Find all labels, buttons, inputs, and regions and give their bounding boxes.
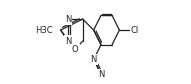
Text: Cl: Cl xyxy=(131,26,139,35)
Text: N: N xyxy=(98,70,104,79)
Text: N: N xyxy=(91,55,97,64)
Text: O: O xyxy=(72,45,79,54)
Text: N: N xyxy=(65,15,71,24)
Text: H3C: H3C xyxy=(35,26,53,35)
Text: N: N xyxy=(65,37,71,46)
